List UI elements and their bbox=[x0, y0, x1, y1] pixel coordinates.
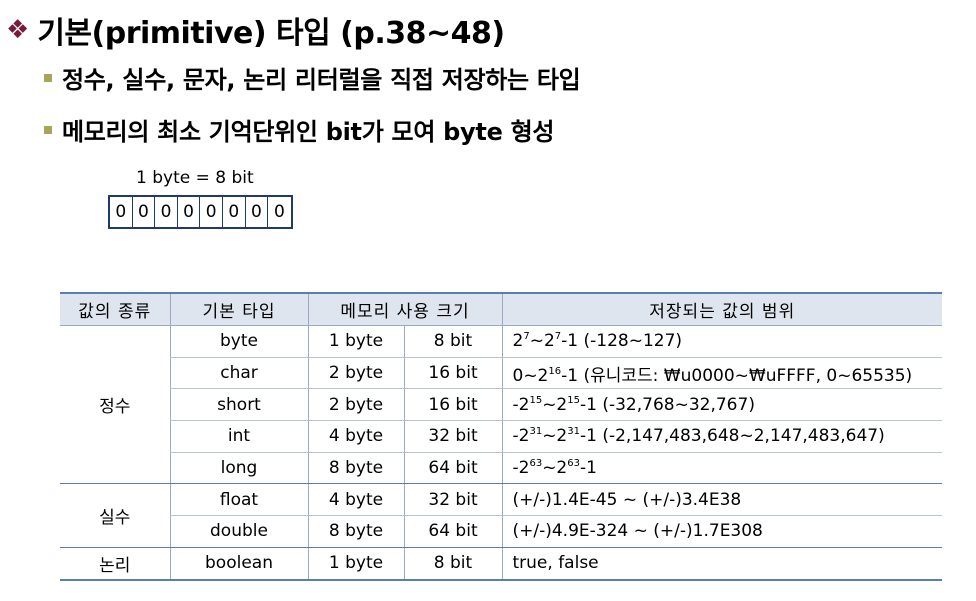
category-cell: 정수 bbox=[60, 325, 170, 485]
bits-cell: 16 bit bbox=[403, 388, 502, 422]
table-row: short 2 byte 16 bit -215~215-1 (-32,768~… bbox=[60, 388, 942, 422]
bits-cell: 8 bit bbox=[403, 325, 502, 358]
bits-cell: 16 bit bbox=[403, 357, 502, 390]
bit-cell: 0 bbox=[246, 197, 269, 227]
bytes-cell: 4 byte bbox=[307, 483, 404, 517]
bits-cell: 32 bit bbox=[403, 420, 502, 453]
table-row: double 8 byte 64 bit (+/-)4.9E-324 ~ (+/… bbox=[60, 515, 942, 548]
table-row: 논리 boolean 1 byte 8 bit true, false bbox=[60, 547, 942, 581]
type-cell: double bbox=[169, 515, 308, 548]
range-cell: (+/-)1.4E-45 ~ (+/-)3.4E38 bbox=[501, 483, 942, 517]
bits-cell: 32 bit bbox=[403, 483, 502, 517]
bits-cell: 64 bit bbox=[403, 452, 502, 485]
bytes-cell: 2 byte bbox=[307, 388, 404, 422]
header-range: 저장되는 값의 범위 bbox=[501, 292, 942, 326]
range-cell: 27~27-1 (-128~127) bbox=[501, 325, 942, 358]
bit-cell: 0 bbox=[274, 202, 285, 222]
type-cell: short bbox=[169, 388, 308, 422]
header-category: 값의 종류 bbox=[60, 292, 170, 326]
square-bullet-icon bbox=[44, 73, 52, 82]
category-cell: 논리 bbox=[60, 547, 170, 581]
square-bullet-icon bbox=[44, 125, 52, 134]
bit-cell: 0 bbox=[110, 197, 133, 227]
bytes-cell: 1 byte bbox=[307, 547, 404, 581]
bits-cell: 64 bit bbox=[403, 515, 502, 548]
bullet-text: 메모리의 최소 기억단위인 bit가 모여 byte 형성 bbox=[62, 118, 555, 146]
bytes-cell: 2 byte bbox=[307, 357, 404, 390]
title-text: 기본(primitive) 타입 (p.38~48) bbox=[37, 16, 505, 51]
bytes-cell: 8 byte bbox=[307, 515, 404, 548]
table-row: 실수 float 4 byte 32 bit (+/-)1.4E-45 ~ (+… bbox=[60, 483, 942, 548]
bit-cell: 0 bbox=[155, 197, 178, 227]
bullet-item: 정수, 실수, 문자, 논리 리터럴을 직접 저장하는 타입 bbox=[44, 60, 581, 95]
type-cell: byte bbox=[169, 325, 308, 358]
type-cell: float bbox=[169, 483, 308, 517]
table-row: long 8 byte 64 bit -263~263-1 bbox=[60, 452, 942, 485]
bit-cell: 0 bbox=[133, 197, 156, 227]
table-row: 정수 byte 1 byte 8 bit 27~27-1 (-128~127) bbox=[60, 325, 942, 485]
byte-diagram-label: 1 byte = 8 bit bbox=[136, 168, 254, 188]
category-cell: 실수 bbox=[60, 483, 170, 548]
primitive-types-table: 값의 종류 기본 타입 메모리 사용 크기 저장되는 값의 범위 정수 byte… bbox=[60, 292, 942, 581]
range-cell: 0~216-1 (유니코드: ₩u0000~₩uFFFF, 0~65535) bbox=[501, 357, 942, 390]
type-cell: char bbox=[169, 357, 308, 390]
type-cell: int bbox=[169, 420, 308, 453]
bullet-item: 메모리의 최소 기억단위인 bit가 모여 byte 형성 bbox=[44, 112, 554, 147]
type-cell: boolean bbox=[169, 547, 308, 581]
slide-title: ❖ 기본(primitive) 타입 (p.38~48) bbox=[6, 8, 505, 52]
diamond-bullet-icon: ❖ bbox=[6, 15, 30, 45]
bytes-cell: 1 byte bbox=[307, 325, 404, 358]
range-cell: -263~263-1 bbox=[501, 452, 942, 485]
range-cell: true, false bbox=[501, 547, 942, 581]
bit-cell: 0 bbox=[200, 197, 223, 227]
header-memory-size: 메모리 사용 크기 bbox=[307, 292, 502, 326]
bit-cell: 0 bbox=[223, 197, 246, 227]
bit-cell: 0 bbox=[178, 197, 201, 227]
header-type: 기본 타입 bbox=[169, 292, 308, 326]
bullet-text: 정수, 실수, 문자, 논리 리터럴을 직접 저장하는 타입 bbox=[62, 66, 581, 94]
byte-diagram: 0 0 0 0 0 0 0 0 bbox=[108, 195, 293, 229]
table-row: int 4 byte 32 bit -231~231-1 (-2,147,483… bbox=[60, 420, 942, 453]
type-cell: long bbox=[169, 452, 308, 485]
bytes-cell: 4 byte bbox=[307, 420, 404, 453]
range-cell: (+/-)4.9E-324 ~ (+/-)1.7E308 bbox=[501, 515, 942, 548]
bytes-cell: 8 byte bbox=[307, 452, 404, 485]
table-header-row: 값의 종류 기본 타입 메모리 사용 크기 저장되는 값의 범위 bbox=[60, 292, 942, 326]
range-cell: -231~231-1 (-2,147,483,648~2,147,483,647… bbox=[501, 420, 942, 453]
range-cell: -215~215-1 (-32,768~32,767) bbox=[501, 388, 942, 422]
bits-cell: 8 bit bbox=[403, 547, 502, 581]
table-row: char 2 byte 16 bit 0~216-1 (유니코드: ₩u0000… bbox=[60, 357, 942, 390]
